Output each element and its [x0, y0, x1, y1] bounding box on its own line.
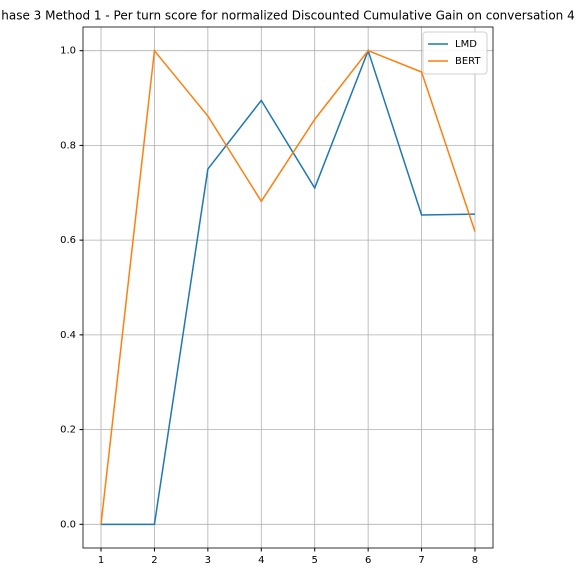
y-tick-label: 0.6	[60, 235, 76, 246]
x-tick-label: 8	[472, 555, 478, 566]
x-tick-label: 3	[205, 555, 211, 566]
x-tick-label: 2	[151, 555, 157, 566]
chart-title: hase 3 Method 1 - Per turn score for nor…	[1, 9, 575, 23]
plot-frame	[82, 26, 494, 549]
y-tick-label: 0.2	[60, 425, 76, 436]
x-tick-label: 7	[418, 555, 424, 566]
legend-frame	[422, 31, 488, 75]
y-tick-label: 1.0	[60, 46, 76, 57]
legend-label: LMD	[455, 39, 477, 50]
x-tick-label: 4	[258, 555, 264, 566]
x-tick-label: 6	[365, 555, 371, 566]
legend-label: BERT	[455, 56, 481, 67]
y-tick-label: 0.8	[60, 140, 76, 151]
legend: LMD BERT	[422, 31, 488, 75]
y-tick-label: 0.0	[60, 519, 76, 530]
x-tick-label: 1	[98, 555, 104, 566]
x-tick-label: 5	[312, 555, 318, 566]
data-line	[100, 48, 476, 525]
data-line	[101, 48, 476, 526]
y-tick-label: 0.4	[60, 330, 76, 341]
